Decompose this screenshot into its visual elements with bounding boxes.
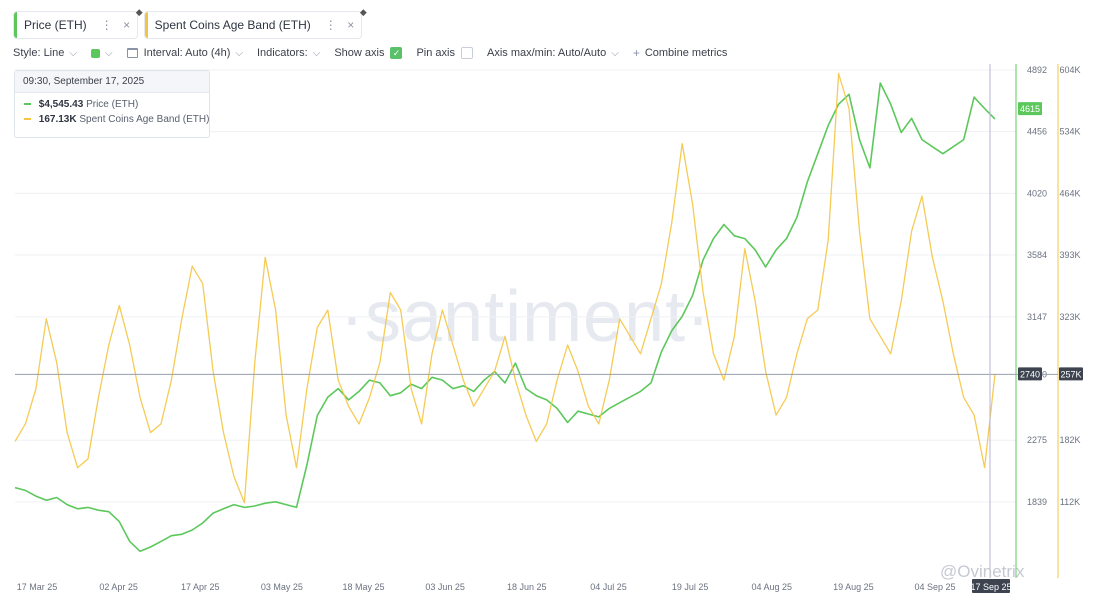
x-tick-label: 04 Aug 25	[751, 582, 792, 592]
axis-range-dropdown[interactable]: Axis max/min: Auto/Auto ⌵	[487, 47, 619, 59]
x-tick-label: 18 May 25	[343, 582, 385, 592]
series-color-dash	[24, 103, 31, 106]
scsa-tick-label: 604K	[1059, 65, 1080, 75]
close-icon[interactable]: ×	[123, 18, 131, 32]
scsa-tick-label: 323K	[1059, 312, 1080, 322]
pin-axis-toggle[interactable]: Pin axis	[416, 47, 473, 59]
close-icon[interactable]: ×	[347, 18, 355, 32]
price-tick-label: 4456	[1027, 127, 1047, 137]
tab-label: Price (ETH)	[24, 18, 87, 32]
scsa-series-line	[14, 72, 996, 504]
more-icon[interactable]: ⋮	[324, 18, 337, 32]
chevron-down-icon: ⌵	[104, 47, 113, 59]
price-tick-label: 2275	[1027, 435, 1047, 445]
checkbox-unchecked-icon[interactable]	[461, 47, 473, 59]
metric-tabs: Price (ETH) ⋮ × ◆ Spent Coins Age Band (…	[13, 7, 367, 39]
price-series-line	[14, 82, 996, 553]
series-color-dash	[24, 118, 31, 121]
x-tick-label: 17 Apr 25	[181, 582, 220, 592]
axis-range-label: Axis max/min: Auto/Auto	[487, 47, 607, 59]
x-tick-label: 19 Aug 25	[833, 582, 874, 592]
combine-metrics-button[interactable]: + Combine metrics	[633, 46, 728, 60]
price-tick-label: 3147	[1027, 312, 1047, 322]
price-tick-label: 3584	[1027, 250, 1047, 260]
color-picker[interactable]: ⌵	[90, 47, 113, 59]
tooltip-value: $4,545.43	[38, 99, 84, 110]
scsa-tick-label: 534K	[1059, 127, 1080, 137]
current-price-label: 4615	[1020, 104, 1040, 114]
combine-metrics-label: Combine metrics	[644, 47, 728, 59]
style-label: Style: Line	[13, 47, 65, 59]
chevron-down-icon: ⌵	[611, 47, 619, 59]
show-axis-label: Show axis	[334, 47, 385, 59]
chevron-down-icon: ⌵	[312, 47, 321, 59]
tooltip-row-price: $4,545.43 Price (ETH)	[15, 97, 209, 112]
tooltip-series-name: Spent Coins Age Band (ETH)	[79, 114, 210, 125]
x-tick-label: 03 Jun 25	[425, 582, 465, 592]
x-tick-label: 19 Jul 25	[672, 582, 709, 592]
price-tick-label: 1839	[1027, 497, 1047, 507]
color-swatch	[90, 48, 100, 58]
chart-tooltip: 09:30, September 17, 2025 $4,545.43 Pric…	[14, 70, 210, 138]
price-tick-label: 4020	[1027, 188, 1047, 198]
current-price-box	[1018, 102, 1042, 116]
crosshair-price-box	[1018, 367, 1042, 381]
scsa-tick-label: 182K	[1059, 435, 1080, 445]
x-tick-label: 18 Jun 25	[507, 582, 547, 592]
tab-label: Spent Coins Age Band (ETH)	[154, 18, 311, 32]
x-tick-label: 02 Apr 25	[99, 582, 138, 592]
more-icon[interactable]: ⋮	[100, 18, 113, 32]
crosshair-date-label: 17 Sep 25	[970, 582, 1011, 592]
plus-icon: +	[632, 46, 640, 60]
crosshair-scsa-label: 257K	[1060, 369, 1081, 379]
drag-handle-icon[interactable]: ◆	[359, 7, 367, 17]
scsa-tick-label: 112K	[1060, 497, 1080, 507]
show-axis-toggle[interactable]: Show axis ✓	[334, 47, 403, 59]
interval-label: Interval: Auto (4h)	[143, 47, 231, 59]
x-tick-label: 17 Mar 25	[17, 582, 58, 592]
scsa-tick-label: 464K	[1059, 188, 1080, 198]
crosshair-date-box	[972, 579, 1010, 593]
tooltip-date: 09:30, September 17, 2025	[15, 71, 209, 93]
tooltip-row-scsa: 167.13K Spent Coins Age Band (ETH)	[15, 112, 209, 127]
tab-color-stripe	[144, 12, 148, 38]
calendar-icon	[126, 48, 138, 58]
tab-spent-coins-age-band[interactable]: Spent Coins Age Band (ETH) ⋮ × ◆	[143, 7, 367, 39]
interval-dropdown[interactable]: Interval: Auto (4h) ⌵	[126, 47, 243, 59]
x-tick-label: 04 Jul 25	[590, 582, 627, 592]
crosshair-price-label: 2740	[1020, 369, 1040, 379]
style-dropdown[interactable]: Style: Line ⌵	[13, 47, 77, 59]
indicators-dropdown[interactable]: Indicators: ⌵	[257, 47, 320, 59]
chevron-down-icon: ⌵	[235, 47, 243, 59]
tooltip-series-name: Price (ETH)	[86, 99, 139, 110]
scsa-tick-label: 393K	[1059, 250, 1080, 260]
price-tick-label: 4892	[1027, 65, 1047, 75]
indicators-label: Indicators:	[256, 47, 308, 59]
pin-axis-label: Pin axis	[416, 47, 455, 59]
x-tick-label: 03 May 25	[261, 582, 303, 592]
crosshair-scsa-box	[1059, 367, 1083, 381]
drag-handle-icon[interactable]: ◆	[135, 7, 143, 17]
chart-toolbar: Style: Line ⌵ ⌵ Interval: Auto (4h) ⌵ In…	[13, 45, 741, 61]
author-watermark: @Ovinetrix	[940, 562, 1025, 581]
tab-price-eth[interactable]: Price (ETH) ⋮ × ◆	[13, 7, 143, 39]
tab-color-stripe	[14, 12, 17, 38]
x-tick-label: 04 Sep 25	[914, 582, 955, 592]
chevron-down-icon: ⌵	[69, 47, 77, 59]
checkbox-checked-icon[interactable]: ✓	[390, 47, 403, 59]
tooltip-value: 167.13K	[38, 114, 77, 125]
chart-canvas[interactable]: 4892 604K 4456 534K 4020 464K 3584 393K 3147 323K…	[0, 64, 1097, 600]
